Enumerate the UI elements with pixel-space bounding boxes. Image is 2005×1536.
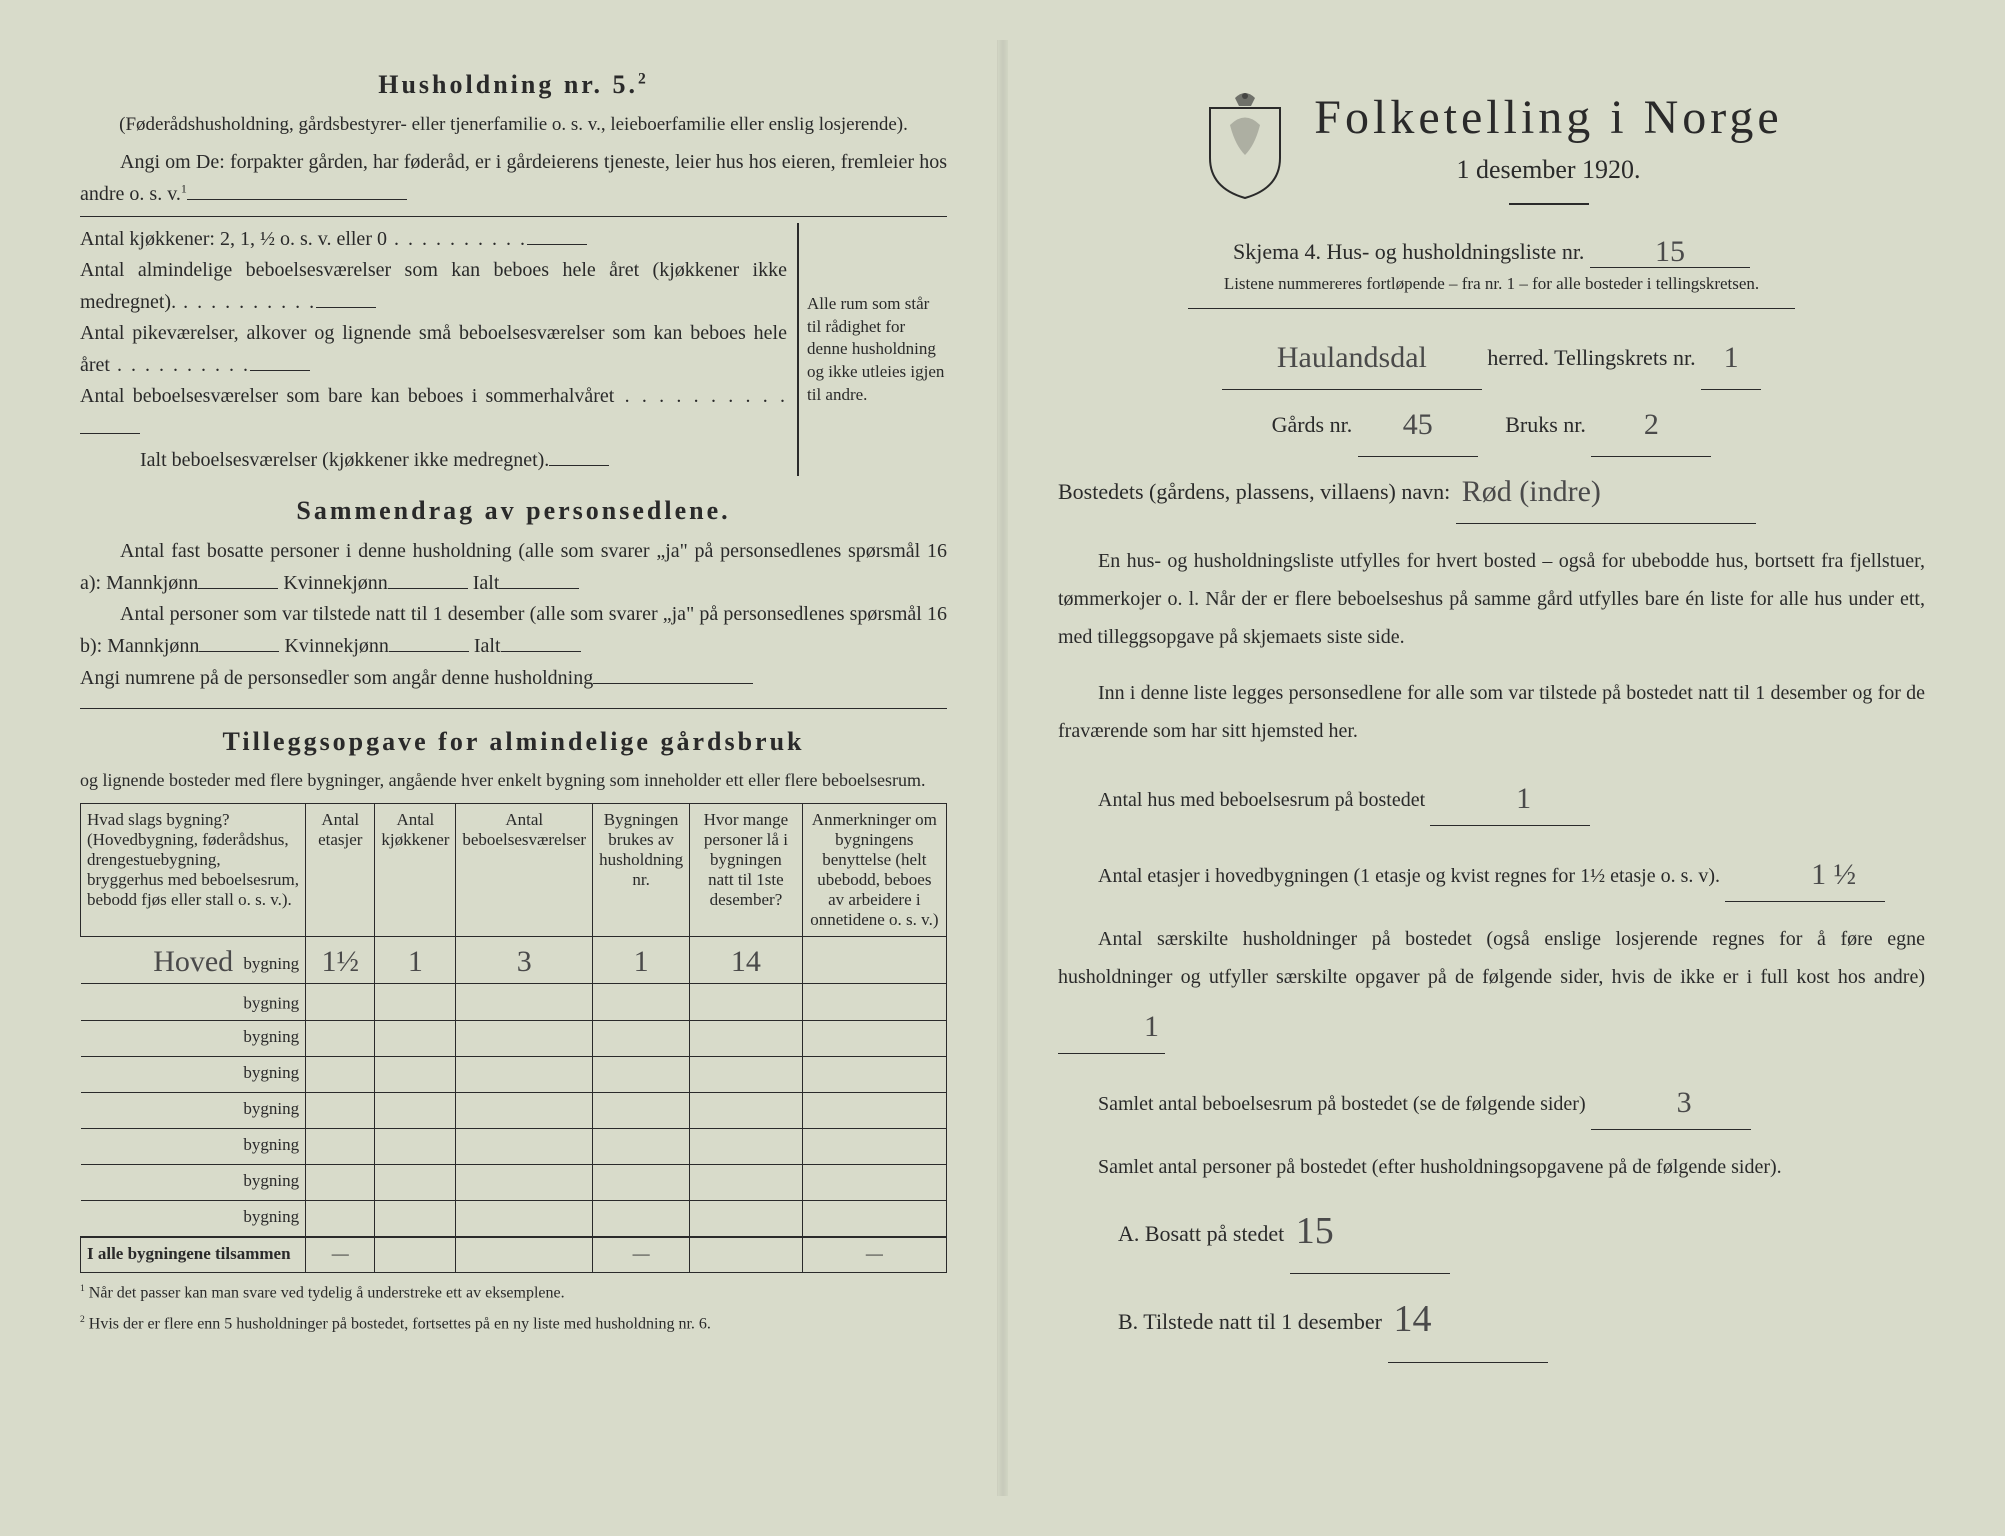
room-line-2: Antal pikeværelser, alkover og lignende … bbox=[80, 318, 787, 381]
row1-hush: 1 bbox=[628, 945, 655, 979]
kitchens-line: Antal kjøkkener: 2, 1, ½ o. s. v. eller … bbox=[80, 223, 787, 255]
row1-kjok: 1 bbox=[402, 945, 429, 979]
skjema-value: 15 bbox=[1649, 235, 1691, 269]
table-header-row: Hvad slags bygning? (Hovedbygning, føder… bbox=[81, 804, 947, 937]
q4-line: Samlet antal beboelsesrum på bostedet (s… bbox=[1058, 1072, 1925, 1130]
table-row: bygning bbox=[81, 1057, 947, 1093]
book-spine bbox=[998, 40, 1008, 1496]
household-title: Husholdning nr. 5. bbox=[378, 70, 638, 99]
q4-value: 3 bbox=[1631, 1074, 1698, 1131]
intro-paren: (Føderådshusholdning, gårdsbestyrer- ell… bbox=[80, 110, 947, 139]
b-value: 14 bbox=[1388, 1276, 1438, 1363]
footer-note-1: 1 Når det passer kan man svare ved tydel… bbox=[80, 1283, 947, 1304]
ab-list: A. Bosatt på stedet 15 B. Tilstede natt … bbox=[1118, 1186, 1925, 1363]
q5-line: Samlet antal personer på bostedet (efter… bbox=[1058, 1148, 1925, 1186]
row1-etasjer: 1½ bbox=[316, 945, 366, 979]
table-row: bygning bbox=[81, 1201, 947, 1237]
list-numbering-note: Listene nummereres fortløpende – fra nr.… bbox=[1058, 274, 1925, 294]
th-hushold: Bygningen brukes av husholdning nr. bbox=[593, 804, 690, 937]
q3-line: Antal særskilte husholdninger på bostede… bbox=[1058, 920, 1925, 1054]
bruks-value: 2 bbox=[1638, 392, 1665, 458]
gards-line: Gårds nr. 45 Bruks nr. 2 bbox=[1058, 390, 1925, 457]
table-row: bygning bbox=[81, 1021, 947, 1057]
page-title: Folketelling i Norge bbox=[1314, 90, 1782, 145]
room-line-4: Ialt beboelsesværelser (kjøkkener ikke m… bbox=[80, 444, 787, 476]
sam-line-2: Antal personer som var tilstede natt til… bbox=[80, 599, 947, 662]
total-label: I alle bygningene tilsammen bbox=[81, 1237, 306, 1273]
th-vaerelser: Antal beboelsesværelser bbox=[456, 804, 593, 937]
rooms-block: Antal kjøkkener: 2, 1, ½ o. s. v. eller … bbox=[80, 223, 947, 476]
th-bygning: Hvad slags bygning? (Hovedbygning, føder… bbox=[81, 804, 306, 937]
table-row: bygning bbox=[81, 1093, 947, 1129]
table-row: bygning bbox=[81, 1165, 947, 1201]
footer-note-2: 2 Hvis der er flere enn 5 husholdninger … bbox=[80, 1314, 947, 1335]
th-kjokkener: Antal kjøkkener bbox=[375, 804, 456, 937]
instructions-para-1: En hus- og husholdningsliste utfylles fo… bbox=[1058, 542, 1925, 656]
table-total-row: I alle bygningene tilsammen — — — bbox=[81, 1237, 947, 1273]
b-line: B. Tilstede natt til 1 desember 14 bbox=[1118, 1274, 1925, 1362]
sam-line-1: Antal fast bosatte personer i denne hush… bbox=[80, 536, 947, 599]
skjema-line: Skjema 4. Hus- og husholdningsliste nr. … bbox=[1058, 233, 1925, 268]
brace-note: Alle rum som står til rådighet for denne… bbox=[797, 223, 947, 476]
th-personer: Hvor mange personer lå i bygningen natt … bbox=[690, 804, 803, 937]
row1-anm bbox=[802, 937, 946, 984]
krets-value: 1 bbox=[1718, 325, 1745, 391]
a-value: 15 bbox=[1290, 1188, 1340, 1275]
th-anm: Anmerkninger om bygningens benyttelse (h… bbox=[802, 804, 946, 937]
table-row: bygning bbox=[81, 1129, 947, 1165]
left-page: Husholdning nr. 5.2 (Føderådshusholdning… bbox=[30, 40, 998, 1496]
header-block: Folketelling i Norge 1 desember 1920. bbox=[1058, 90, 1925, 223]
row1-pers: 14 bbox=[725, 945, 767, 979]
title-divider bbox=[1509, 203, 1589, 205]
sammendrag-title: Sammendrag av personsedlene. bbox=[80, 496, 947, 526]
q2-value: 1 ½ bbox=[1765, 846, 1862, 903]
census-date: 1 desember 1920. bbox=[1314, 155, 1782, 185]
right-page: Folketelling i Norge 1 desember 1920. Sk… bbox=[1008, 40, 1975, 1496]
angi-line: Angi om De: forpakter gården, har føderå… bbox=[80, 147, 947, 210]
tillegg-title: Tilleggsopgave for almindelige gårdsbruk bbox=[80, 727, 947, 757]
a-line: A. Bosatt på stedet 15 bbox=[1118, 1186, 1925, 1274]
building-table: Hvad slags bygning? (Hovedbygning, føder… bbox=[80, 803, 947, 1273]
herred-value: Haulandsdal bbox=[1271, 325, 1433, 391]
coat-of-arms-icon bbox=[1200, 90, 1290, 200]
bosted-value: Rød (indre) bbox=[1456, 459, 1607, 525]
tillegg-sub: og lignende bosteder med flere bygninger… bbox=[80, 767, 947, 795]
room-line-1: Antal almindelige beboelsesværelser som … bbox=[80, 255, 787, 318]
room-line-3: Antal beboelsesværelser som bare kan beb… bbox=[80, 381, 787, 444]
angi-numrene: Angi numrene på de personsedler som angå… bbox=[80, 662, 947, 694]
q1-value: 1 bbox=[1470, 770, 1537, 827]
q3-value: 1 bbox=[1098, 998, 1165, 1055]
instructions-para-2: Inn i denne liste legges personsedlene f… bbox=[1058, 674, 1925, 750]
gards-value: 45 bbox=[1397, 392, 1439, 458]
row1-vaer: 3 bbox=[511, 945, 538, 979]
th-etasjer: Antal etasjer bbox=[306, 804, 375, 937]
q1-line: Antal hus med beboelsesrum på bostedet 1 bbox=[1058, 768, 1925, 826]
herred-line: Haulandsdal herred. Tellingskrets nr. 1 bbox=[1058, 323, 1925, 390]
household-heading: Husholdning nr. 5.2 bbox=[80, 70, 947, 100]
table-row: bygning bbox=[81, 984, 947, 1021]
row1-name: Hoved bbox=[147, 945, 239, 979]
household-sup: 2 bbox=[638, 70, 649, 87]
bosted-line: Bostedets (gårdens, plassens, villaens) … bbox=[1058, 457, 1925, 524]
q2-line: Antal etasjer i hovedbygningen (1 etasje… bbox=[1058, 844, 1925, 902]
table-row: Hoved bygning 1½ 1 3 1 14 bbox=[81, 937, 947, 984]
